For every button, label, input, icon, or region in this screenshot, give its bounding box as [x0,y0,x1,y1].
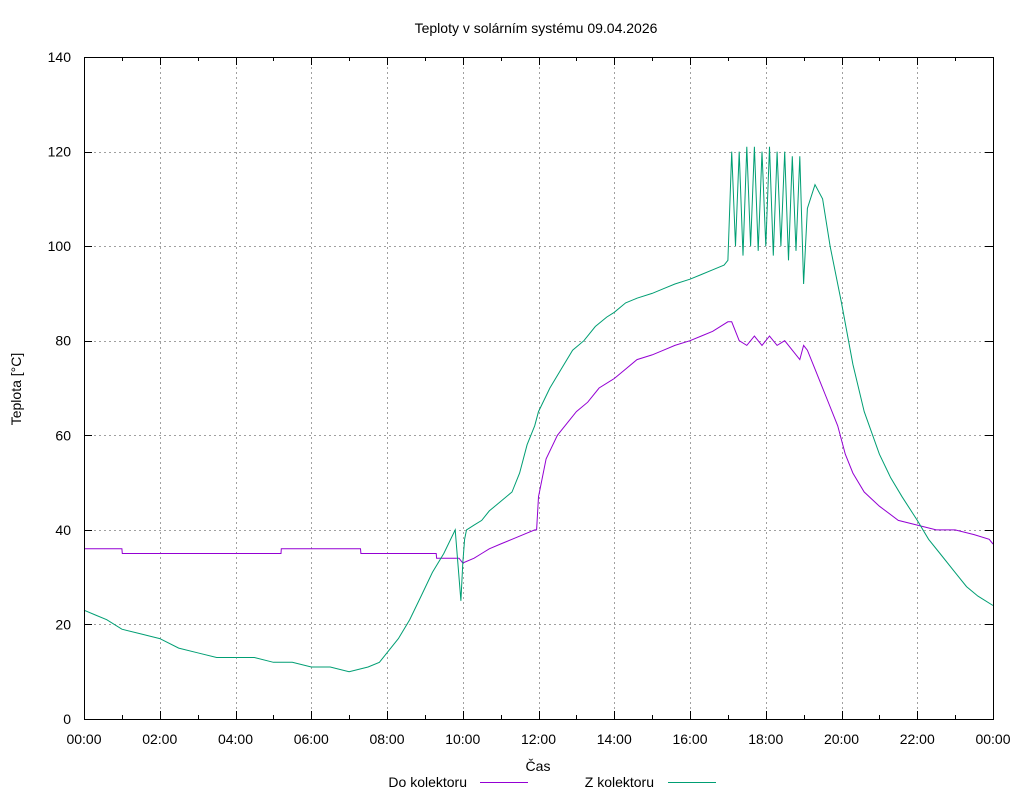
y-tick-label: 60 [55,427,71,443]
series-line-1 [84,321,994,564]
x-tick-label: 22:00 [900,731,935,747]
x-tick-label: 02:00 [142,731,177,747]
x-tick-label: 16:00 [672,731,707,747]
chart-title: Teploty v solárním systému 09.04.2026 [415,20,658,36]
legend-label-2: Z kolektoru [585,774,654,790]
x-tick-label: 10:00 [445,731,480,747]
gridlines [84,57,993,719]
y-tick-label: 0 [63,711,71,727]
x-tick-label: 06:00 [294,731,329,747]
x-tick-label: 00:00 [975,731,1010,747]
x-tick-label: 12:00 [521,731,556,747]
x-axis-label: Čas [526,758,551,774]
y-tick-label: 100 [48,238,72,254]
series-line-2 [83,146,994,673]
x-tick-label: 20:00 [824,731,859,747]
x-tick-label: 04:00 [218,731,253,747]
y-tick-label: 40 [55,522,71,538]
y-axis-label: Teplota [°C] [8,353,24,426]
y-tick-label: 140 [48,49,72,65]
legend: Do kolektoru Z kolektoru [388,774,716,790]
series-layer [83,146,994,673]
x-axis-ticks: 00:00 02:00 04:00 06:00 08:00 10:00 12:00 14:00… [66,57,1011,747]
y-tick-label: 20 [55,616,71,632]
x-tick-label: 18:00 [748,731,783,747]
x-tick-label: 00:00 [66,731,101,747]
legend-label-1: Do kolektoru [388,774,467,790]
y-axis-ticks: 0 20 40 60 80 100 120 140 [48,49,993,727]
y-tick-label: 80 [55,333,71,349]
y-tick-label: 120 [48,144,72,160]
x-tick-label: 14:00 [597,731,632,747]
x-tick-label: 08:00 [369,731,404,747]
